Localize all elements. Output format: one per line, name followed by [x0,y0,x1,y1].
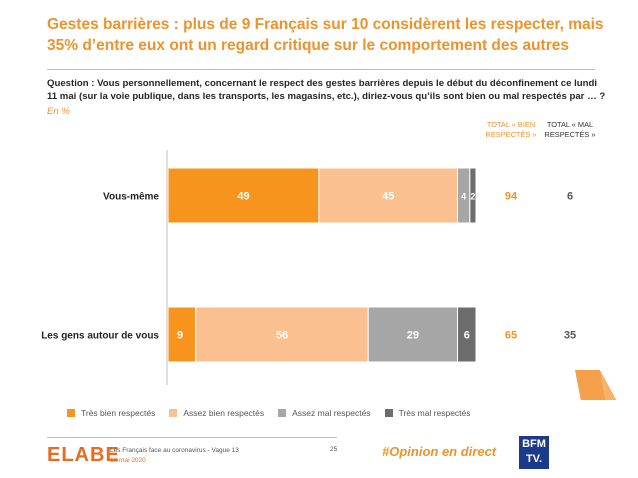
bar-segment [457,306,477,363]
legend-swatch [278,409,287,417]
total-good-value: 94 [505,191,518,203]
total-good-value: 65 [505,330,517,342]
legend-item-tres-bien: Très bien respectés [67,408,155,418]
legend-item-assez-bien: Assez bien respectés [169,408,264,418]
chart-legend: Très bien respectés Assez bien respectés… [67,408,471,418]
legend-label: Très bien respectés [81,408,156,418]
data-label: 29 [407,330,419,342]
page-title: Gestes barrières : plus de 9 Français su… [47,16,604,54]
hashtag: #Opinion en direct [382,444,497,459]
bar-segment [469,167,477,224]
total-good-header: TOTAL « BIEN RESPECTÉS » [485,120,537,139]
data-label: 45 [382,191,394,203]
legend-label: Très mal respectés [398,408,471,418]
bar-segment [167,167,320,224]
footer-study: Les Français face au coronavirus - Vague… [110,446,239,466]
data-label: 4 [461,192,466,202]
data-label: 2 [470,192,475,202]
elabe-logo: ELABE [47,444,120,466]
category-label: Les gens autour de vous [41,331,159,342]
total-bad-value: 6 [567,191,573,203]
total-bad-value: 35 [564,330,576,342]
legend-swatch [384,409,393,417]
data-label: 49 [237,191,249,203]
unit-note: En % [47,106,70,117]
bar-segment [318,167,459,224]
data-label: 9 [177,330,183,342]
legend-item-assez-mal: Assez mal respectés [278,408,371,418]
data-label: 6 [464,330,470,342]
page-number: 25 [330,446,338,453]
study-date: 13 mai 2020 [110,457,146,464]
legend-swatch [169,409,178,417]
bar-segment [367,306,459,363]
decorative-corner-shape [575,370,606,400]
stacked-bar-chart: Vous-même 49 45 4 2 94 6 Les gens autour de vou… [41,150,617,400]
total-bad-header: TOTAL « MAL RESPECTÉS » [544,120,596,139]
bar-segment [167,306,197,363]
category-label: Vous-même [103,192,159,203]
bfmtv-logo: BFM TV. [519,436,549,469]
legend-swatch [67,409,75,417]
survey-question: Question : Vous personnellement, concern… [47,78,606,102]
data-label: 56 [276,330,288,342]
decorative-corner-shape [600,370,617,400]
title-divider [47,69,595,70]
study-name: Les Français face au coronavirus - Vague… [110,447,239,454]
footer-divider [47,437,337,438]
legend-item-tres-mal: Très mal respectés [384,408,471,418]
bar-segment [195,306,369,363]
legend-label: Assez mal respectés [292,408,371,418]
legend-label: Assez bien respectés [183,408,265,418]
